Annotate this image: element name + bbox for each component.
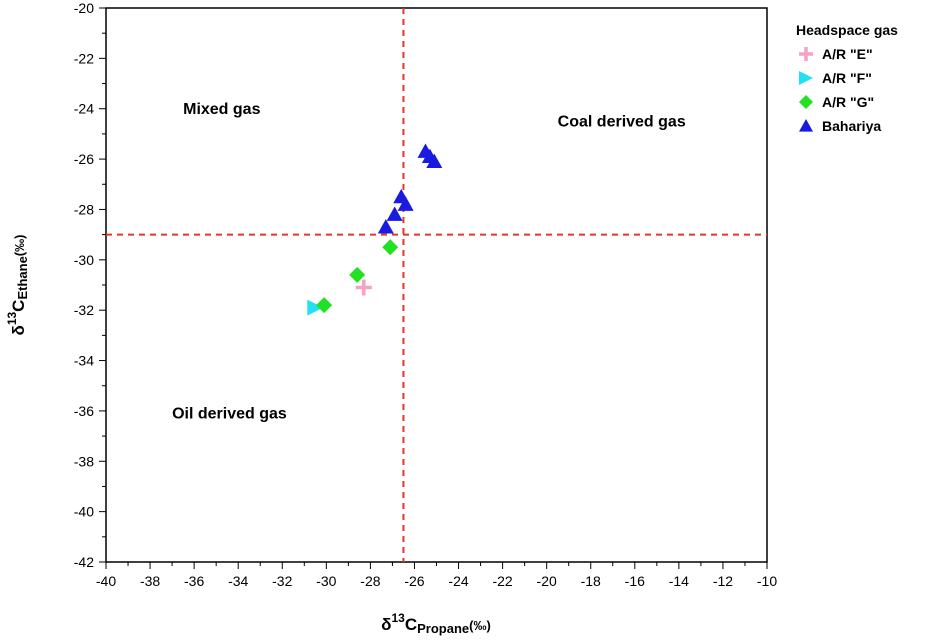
data-point <box>386 206 403 221</box>
data-point <box>426 153 443 169</box>
data-point <box>307 299 324 316</box>
x-tick-label: -26 <box>404 573 424 589</box>
y-tick-label: -34 <box>74 353 94 369</box>
y-tick-label: -32 <box>74 302 94 318</box>
legend-title: Headspace gas <box>796 22 898 38</box>
y-tick-label: -22 <box>74 50 94 66</box>
region-label: Oil derived gas <box>172 405 287 422</box>
y-axis: -20 -22 -24 -26 -28 -30 -32 -34 -36 -38 -40 -42 <box>74 0 106 570</box>
legend-marker <box>799 71 813 85</box>
x-tick-label: -34 <box>228 573 248 589</box>
legend-marker <box>799 119 813 132</box>
x-tick-label: -38 <box>140 573 160 589</box>
y-tick-label: -20 <box>74 0 94 16</box>
y-tick-label: -30 <box>74 252 94 268</box>
y-tick-label: -38 <box>74 453 94 469</box>
reference-lines <box>106 8 767 562</box>
data-point <box>355 279 372 296</box>
x-tick-label: -20 <box>537 573 557 589</box>
y-tick-label: -42 <box>74 554 94 570</box>
x-tick-label: -18 <box>581 573 601 589</box>
legend: Headspace gas A/R "E" A/R "F" A/R "G" Bahar… <box>796 22 898 134</box>
data-point <box>382 239 399 256</box>
x-tick-label: -10 <box>757 573 777 589</box>
x-tick-label: -40 <box>96 573 116 589</box>
legend-marker <box>799 47 813 61</box>
legend-label: Bahariya <box>822 118 881 134</box>
legend-label: A/R "G" <box>822 94 874 110</box>
y-tick-label: -28 <box>74 201 94 217</box>
legend-label: A/R "E" <box>822 46 873 62</box>
x-tick-label: -36 <box>184 573 204 589</box>
legend-label: A/R "F" <box>822 70 872 86</box>
data-point <box>377 219 394 234</box>
x-tick-label: -16 <box>625 573 645 589</box>
data-markers <box>307 143 443 316</box>
plot-frame <box>105 7 768 563</box>
x-tick-label: -24 <box>448 573 468 589</box>
y-tick-label: -40 <box>74 504 94 520</box>
x-tick-label: -14 <box>669 573 689 589</box>
plot-area <box>105 7 768 563</box>
region-annotations: Mixed gas Coal derived gas Oil derived gas <box>172 101 686 423</box>
data-point <box>397 196 414 211</box>
x-tick-label: -12 <box>713 573 733 589</box>
region-label: Coal derived gas <box>558 113 686 130</box>
x-tick-label: -30 <box>316 573 336 589</box>
x-axis-title: δ13CPropane(‰) <box>381 611 491 636</box>
x-tick-label: -22 <box>492 573 512 589</box>
x-axis: -40 -38 -36 -34 -32 -30 -28 -26 -24 -22 -20 -18 -16 -… <box>96 562 777 589</box>
y-tick-label: -36 <box>74 403 94 419</box>
y-tick-label: -24 <box>74 101 94 117</box>
y-axis-title: δ13CEthane(‰) <box>5 235 30 336</box>
data-point <box>349 266 366 283</box>
y-tick-label: -26 <box>74 151 94 167</box>
x-tick-label: -28 <box>360 573 380 589</box>
legend-marker <box>799 95 813 109</box>
data-point <box>316 297 333 314</box>
region-label: Mixed gas <box>183 101 260 118</box>
x-tick-label: -32 <box>272 573 292 589</box>
